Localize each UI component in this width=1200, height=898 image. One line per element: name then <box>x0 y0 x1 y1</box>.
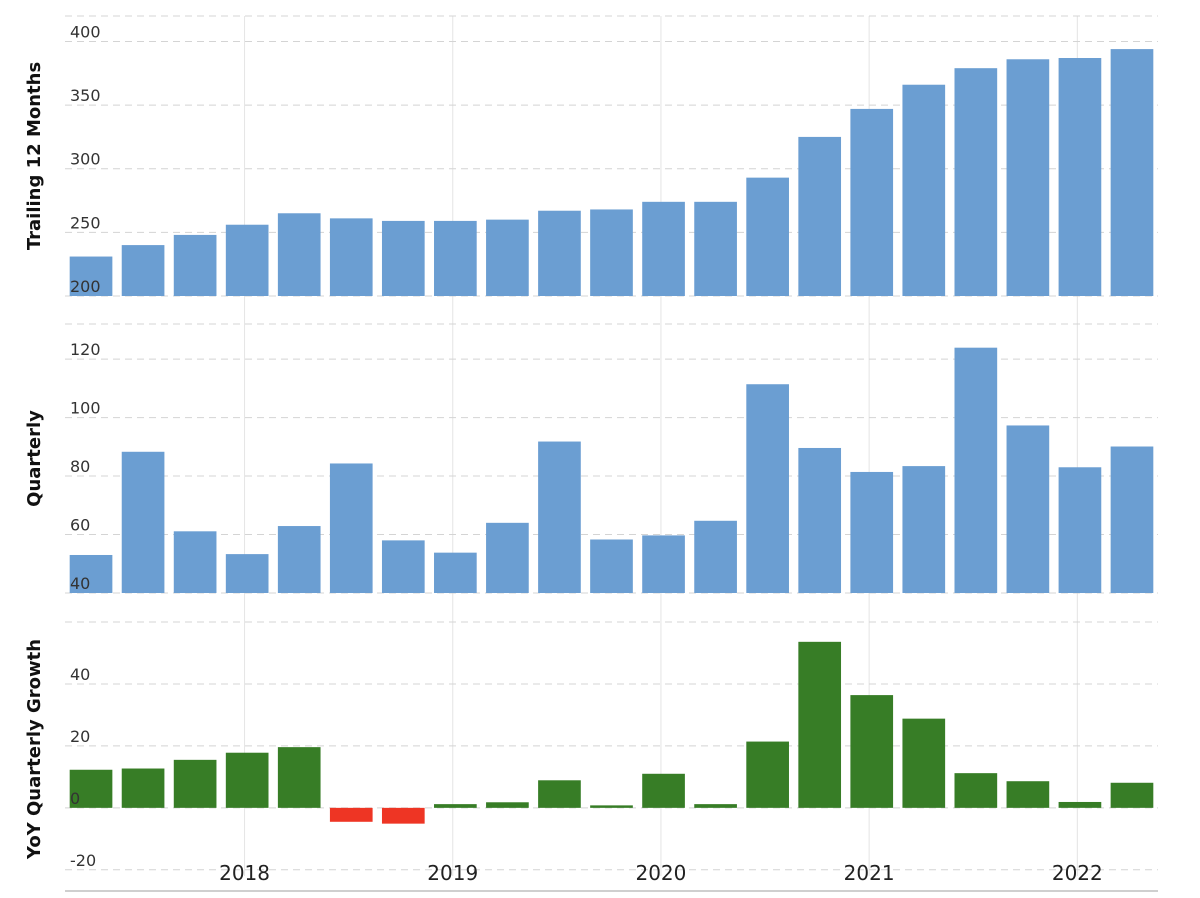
quarterly-axis-title: Quarterly <box>24 410 45 507</box>
quarterly-bar <box>694 520 737 593</box>
yoy-bar <box>1058 801 1102 808</box>
ttm-bar <box>434 220 477 296</box>
ttm-axis-title: Trailing 12 Months <box>24 62 45 250</box>
ttm-tick-label: 300 <box>70 150 101 169</box>
quarterly-bar <box>121 451 165 593</box>
yoy-bar <box>1006 781 1050 808</box>
ttm-bar <box>1058 58 1102 296</box>
quarterly-bar <box>1110 446 1154 593</box>
quarterly-bar <box>434 552 477 593</box>
ttm-bar <box>746 177 789 296</box>
quarterly-bar <box>642 535 685 593</box>
ttm-bar <box>1006 59 1050 296</box>
quarterly-bar <box>746 384 789 593</box>
ttm-bar <box>902 84 946 297</box>
yoy-bar <box>954 773 998 808</box>
ttm-bar <box>538 210 581 296</box>
ttm-bar <box>381 220 425 296</box>
year-label-2018: 2018 <box>219 861 270 885</box>
quarterly-bar <box>69 554 113 593</box>
year-label-2019: 2019 <box>427 861 478 885</box>
year-label-2022: 2022 <box>1052 861 1103 885</box>
ttm-tick-label: 350 <box>70 86 101 105</box>
yoy-bar <box>746 741 789 808</box>
ttm-tick-label: 400 <box>70 22 101 41</box>
yoy-bar <box>381 807 425 824</box>
yoy-tick-label: 20 <box>70 727 90 746</box>
yoy-axis-title: YoY Quarterly Growth <box>24 639 45 860</box>
quarterly-bar <box>1006 425 1050 593</box>
quarterly-bar <box>1058 467 1102 593</box>
yoy-bar <box>902 718 946 808</box>
quarterly-tick-label: 80 <box>70 457 90 476</box>
quarterly-bar <box>277 526 321 593</box>
ttm-bar <box>590 209 633 296</box>
yoy-bar <box>1110 782 1154 808</box>
ttm-tick-label: 200 <box>70 277 101 296</box>
yoy-bar <box>850 695 894 808</box>
quarterly-tick-label: 60 <box>70 516 90 535</box>
yoy-tick-label: 40 <box>70 665 90 684</box>
yoy-bar <box>173 759 217 808</box>
quarterly-bar <box>381 540 425 593</box>
year-label-2021: 2021 <box>844 861 895 885</box>
quarterly-bar <box>902 466 946 593</box>
yoy-bar <box>642 773 685 808</box>
ttm-tick-label: 250 <box>70 213 101 232</box>
yoy-bar <box>225 752 269 808</box>
yoy-bar <box>538 780 581 808</box>
quarterly-tick-label: 100 <box>70 399 101 418</box>
ttm-bar <box>173 234 217 296</box>
yoy-bar <box>277 747 321 808</box>
ttm-bar <box>850 108 894 296</box>
ttm-bar <box>225 224 269 296</box>
ttm-bar <box>69 256 113 296</box>
yoy-bar <box>694 804 737 808</box>
yoy-bar <box>121 768 165 808</box>
yoy-tick-label: 0 <box>70 789 80 808</box>
ttm-bar <box>486 219 529 296</box>
yoy-tick-label: -20 <box>70 851 96 870</box>
quarterly-bar <box>486 522 529 593</box>
ttm-bar <box>954 68 998 296</box>
yoy-bar <box>486 802 529 808</box>
quarterly-bar <box>538 441 581 593</box>
yoy-bar <box>69 769 113 808</box>
yoy-bar <box>329 807 373 822</box>
ttm-bar <box>329 218 373 296</box>
quarterly-bar <box>954 347 998 593</box>
quarterly-bar <box>850 471 894 593</box>
ttm-bar <box>642 201 685 296</box>
quarterly-bar <box>329 463 373 593</box>
yoy-bar <box>590 805 633 808</box>
ttm-bar <box>121 245 165 296</box>
quarterly-bar <box>590 539 633 593</box>
quarterly-tick-label: 120 <box>70 340 101 359</box>
year-label-2020: 2020 <box>635 861 686 885</box>
ttm-bar <box>694 201 737 296</box>
quarterly-bar <box>173 531 217 593</box>
quarterly-bar <box>225 554 269 593</box>
quarterly-bar <box>798 447 842 593</box>
ttm-bar <box>1110 49 1154 296</box>
ttm-bar <box>277 213 321 296</box>
yoy-bar <box>434 804 477 808</box>
quarterly-tick-label: 40 <box>70 574 90 593</box>
ttm-bar <box>798 136 842 296</box>
yoy-bar <box>798 641 842 808</box>
